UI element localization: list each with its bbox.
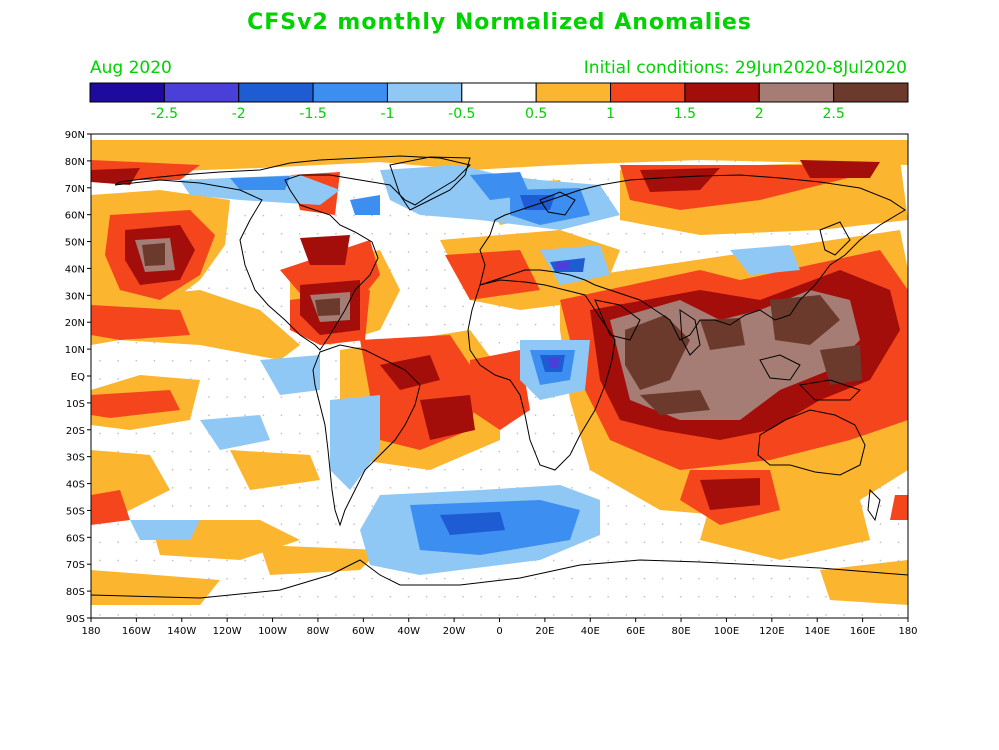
lat-label: 20S bbox=[66, 426, 85, 437]
colorbar-label: -2.5 bbox=[151, 106, 178, 122]
lon-label: 120W bbox=[213, 626, 242, 637]
latitude-axis: 90N 80N 70N 60N 50N 40N 30N 20N 10N EQ 10S 20S 30S 40… bbox=[65, 130, 91, 625]
colorbar-label: 1.5 bbox=[674, 106, 696, 122]
lat-label: 10S bbox=[66, 399, 85, 410]
forecast-month: Aug 2020 bbox=[90, 58, 172, 78]
lat-label: 90N bbox=[65, 130, 85, 141]
lon-label: 20W bbox=[443, 626, 466, 637]
colorbar: -2.5 -2 -1.5 -1 -0.5 0.5 1 1.5 2 2.5 bbox=[89, 82, 909, 122]
colorbar-swatch bbox=[610, 82, 686, 103]
lon-label: 40W bbox=[397, 626, 420, 637]
colorbar-label: -1.5 bbox=[299, 106, 326, 122]
colorbar-label: 0.5 bbox=[525, 106, 547, 122]
lat-label: 70S bbox=[66, 560, 85, 571]
colorbar-swatch bbox=[163, 82, 240, 103]
lon-label: 0 bbox=[496, 626, 502, 637]
colorbar-swatch bbox=[386, 82, 463, 103]
colorbar-swatch bbox=[461, 82, 537, 103]
colorbar-label: 2.5 bbox=[823, 106, 845, 122]
lon-label: 140E bbox=[805, 626, 830, 637]
lon-label: 60W bbox=[352, 626, 375, 637]
anomaly-field bbox=[91, 140, 908, 605]
coastlines bbox=[91, 155, 908, 599]
lat-label: 10N bbox=[65, 345, 85, 356]
lon-label: 120E bbox=[759, 626, 784, 637]
colorbar-swatch bbox=[684, 82, 760, 103]
colorbar-swatch bbox=[758, 82, 835, 103]
lat-label: 40S bbox=[66, 480, 85, 491]
lon-label: 100W bbox=[258, 626, 287, 637]
lat-label: 30N bbox=[65, 291, 85, 302]
lat-label: 30S bbox=[66, 453, 85, 464]
lat-label: EQ bbox=[71, 372, 85, 383]
colorbar-swatch bbox=[312, 82, 388, 103]
colorbar-label: -0.5 bbox=[448, 106, 475, 122]
lon-label: 180 bbox=[898, 626, 917, 637]
lat-label: 40N bbox=[65, 264, 85, 275]
lat-label: 60S bbox=[66, 533, 85, 544]
lon-label: 40E bbox=[581, 626, 600, 637]
lon-label: 20E bbox=[535, 626, 554, 637]
map-title: CFSv2 monthly Normalized Anomalies bbox=[247, 10, 752, 35]
colorbar-swatch bbox=[833, 82, 909, 103]
lat-label: 80N bbox=[65, 157, 85, 168]
colorbar-label: 1 bbox=[606, 106, 615, 122]
lon-label: 80E bbox=[672, 626, 691, 637]
colorbar-swatch bbox=[238, 82, 314, 103]
lon-label: 60E bbox=[626, 626, 645, 637]
longitude-axis: 180 160W 140W 120W 100W 80W 60W 40W 20W 0 20E 40E 60… bbox=[81, 618, 918, 637]
lon-label: 160E bbox=[850, 626, 875, 637]
lat-label: 70N bbox=[65, 184, 85, 195]
lon-label: 180 bbox=[81, 626, 100, 637]
colorbar-label: -1 bbox=[380, 106, 394, 122]
lat-label: 20N bbox=[65, 318, 85, 329]
lon-label: 100E bbox=[714, 626, 739, 637]
colorbar-label: 2 bbox=[755, 106, 764, 122]
lon-label: 80W bbox=[307, 626, 330, 637]
colorbar-label: -2 bbox=[232, 106, 246, 122]
lon-label: 160W bbox=[122, 626, 151, 637]
colorbar-swatch bbox=[89, 82, 165, 103]
initial-conditions: Initial conditions: 29Jun2020-8Jul2020 bbox=[583, 58, 907, 78]
lon-label: 140W bbox=[167, 626, 196, 637]
colorbar-swatch bbox=[535, 82, 612, 103]
lat-label: 50S bbox=[66, 506, 85, 517]
lat-label: 90S bbox=[66, 614, 85, 625]
lat-label: 80S bbox=[66, 587, 85, 598]
lat-label: 50N bbox=[65, 238, 85, 249]
lat-label: 60N bbox=[65, 211, 85, 222]
